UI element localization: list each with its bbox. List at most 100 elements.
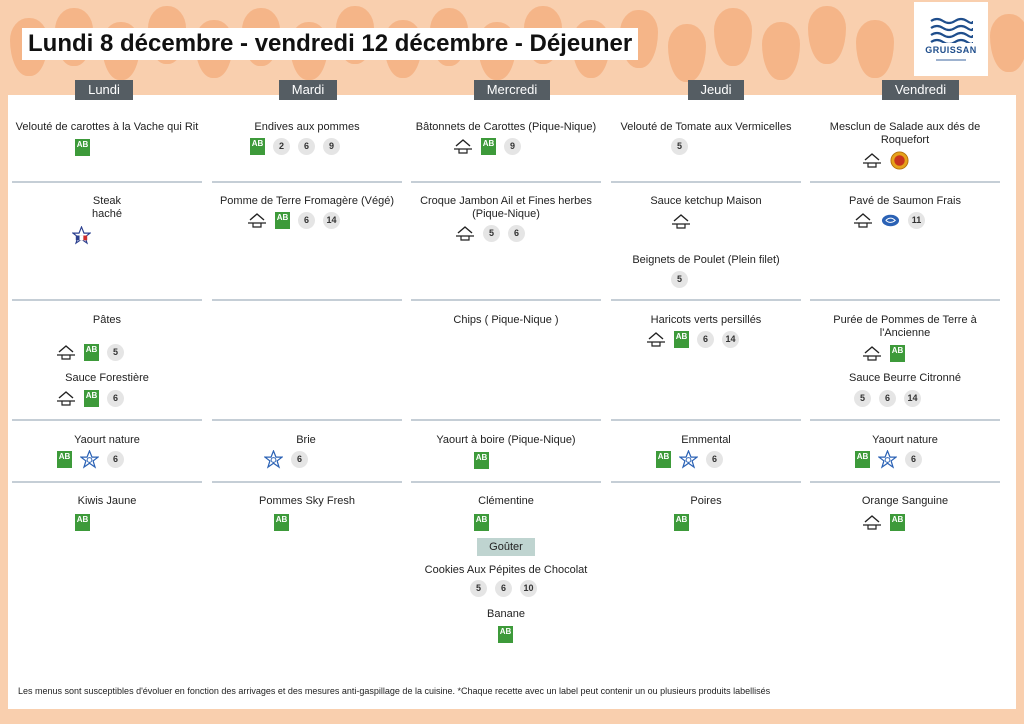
label-rouge-star-icon (679, 449, 698, 469)
bio-label-icon: AB (275, 211, 290, 229)
allergen-badge: 11 (908, 211, 925, 229)
page-title: Lundi 8 décembre - vendredi 12 décembre … (22, 28, 639, 60)
row-separator (12, 419, 202, 421)
day-header-vendredi: Vendredi (882, 80, 959, 100)
bio-label-icon: AB (674, 513, 689, 531)
allergen-badge: 14 (323, 211, 340, 229)
gruissan-logo: GRUISSAN (914, 2, 988, 76)
mardi-laitier-labels: 6 (264, 449, 308, 469)
mercredi-gouter-item-1: Cookies Aux Pépites de Chocolat (424, 564, 588, 576)
jeudi-dessert: Poires (690, 495, 722, 507)
bio-label-icon: AB (474, 513, 489, 531)
mercredi-accompagnement: Chips ( Pique-Nique ) (453, 314, 559, 326)
fait-maison-icon (454, 139, 472, 154)
row-separator (810, 299, 1000, 301)
mardi-entree-labels: AB 2 6 9 (250, 137, 340, 155)
lundi-entree-labels: AB (75, 138, 90, 156)
lundi-laitier: Yaourt nature (74, 434, 140, 446)
lundi-accompagnement: Pâtes (92, 314, 122, 326)
label-rouge-star-icon (80, 449, 99, 469)
day-header-mercredi: Mercredi (474, 80, 550, 100)
allergen-badge: 2 (273, 137, 290, 155)
allergen-badge: 6 (298, 137, 315, 155)
row-separator (411, 419, 601, 421)
vendredi-plat-labels: 11 (853, 211, 925, 229)
mercredi-plat: Croque Jambon Ail et Fines herbes (Pique… (420, 195, 592, 220)
allergen-badge: 5 (854, 389, 871, 407)
lundi-dessert: Kiwis Jaune (77, 495, 137, 507)
allergen-badge: 6 (298, 211, 315, 229)
row-separator (12, 481, 202, 483)
lundi-plat-labels (72, 225, 91, 245)
fait-maison-icon (57, 391, 75, 406)
row-separator (611, 419, 801, 421)
allergen-badge: 5 (671, 137, 688, 155)
bio-label-icon: AB (75, 138, 90, 156)
lundi-laitier-labels: AB 6 (57, 449, 124, 469)
fait-maison-icon (863, 515, 881, 530)
mercredi-dessert-labels: AB (474, 513, 489, 531)
jeudi-plat-labels: 5 (671, 270, 688, 288)
mercredi-laitier-labels: AB (474, 451, 489, 469)
row-separator (611, 299, 801, 301)
bio-label-icon: AB (274, 513, 289, 531)
row-separator (12, 299, 202, 301)
fait-maison-icon (248, 213, 266, 228)
row-separator (411, 481, 601, 483)
mardi-entree: Endives aux pommes (254, 121, 360, 133)
logo-text: GRUISSAN (925, 45, 977, 55)
row-separator (810, 481, 1000, 483)
mercredi-gouter-1-labels: 5 6 10 (470, 579, 537, 597)
jeudi-laitier: Emmental (681, 434, 731, 446)
allergen-badge: 10 (520, 579, 537, 597)
vendredi-sauce: Sauce Beurre Citronné (849, 372, 961, 384)
row-separator (12, 181, 202, 183)
jeudi-plat: Beignets de Poulet (Plein filet) (632, 254, 780, 266)
bio-label-icon: AB (250, 137, 265, 155)
bio-label-icon: AB (84, 343, 99, 361)
allergen-badge: 6 (107, 389, 124, 407)
lundi-dessert-labels: AB (75, 513, 90, 531)
day-header-jeudi: Jeudi (688, 80, 744, 100)
jeudi-accompagnement-labels: AB 6 14 (646, 330, 739, 348)
vendredi-dessert-labels: AB (862, 513, 905, 531)
allergen-badge: 5 (470, 579, 487, 597)
allergen-badge: 6 (879, 389, 896, 407)
jeudi-dessert-labels: AB (674, 513, 689, 531)
lundi-entree: Velouté de carottes à la Vache qui Rit (15, 121, 199, 133)
mardi-dessert: Pommes Sky Fresh (259, 495, 355, 507)
bio-label-icon: AB (498, 625, 513, 643)
lundi-plat: Steak haché (92, 195, 122, 220)
row-separator (212, 181, 402, 183)
vendredi-entree: Mesclun de Salade aux dés de Roquefort (829, 121, 981, 146)
fait-maison-icon (456, 226, 474, 241)
allergen-badge: 5 (107, 343, 124, 361)
allergen-badge: 6 (107, 450, 124, 468)
bio-label-icon: AB (674, 330, 689, 348)
allergen-badge: 6 (905, 450, 922, 468)
bio-label-icon: AB (890, 344, 905, 362)
jeudi-accompagnement: Haricots verts persillés (650, 314, 762, 326)
menu-panel (8, 95, 1016, 709)
vendredi-sauce-labels: 5 6 14 (854, 389, 921, 407)
row-separator (611, 481, 801, 483)
mercredi-gouter-item-2: Banane (487, 608, 525, 620)
vendredi-laitier: Yaourt nature (872, 434, 938, 446)
mardi-laitier: Brie (296, 434, 316, 446)
allergen-badge: 5 (483, 224, 500, 242)
mercredi-entree: Bâtonnets de Carottes (Pique-Nique) (415, 121, 597, 133)
logo-underline (936, 59, 966, 61)
vendredi-accompagnement-labels: AB (862, 344, 905, 362)
row-separator (212, 481, 402, 483)
fait-maison-icon (863, 346, 881, 361)
jeudi-entree-labels: 5 (671, 137, 688, 155)
vendredi-laitier-labels: AB 6 (855, 449, 922, 469)
day-header-mardi: Mardi (279, 80, 337, 100)
label-rouge-star-icon (878, 449, 897, 469)
allergen-badge: 9 (504, 137, 521, 155)
lundi-sauce: Sauce Forestière (65, 372, 149, 384)
jeudi-sauce: Sauce ketchup Maison (650, 195, 762, 207)
allergen-badge: 14 (722, 330, 739, 348)
allergen-badge: 6 (508, 224, 525, 242)
bio-label-icon: AB (890, 513, 905, 531)
